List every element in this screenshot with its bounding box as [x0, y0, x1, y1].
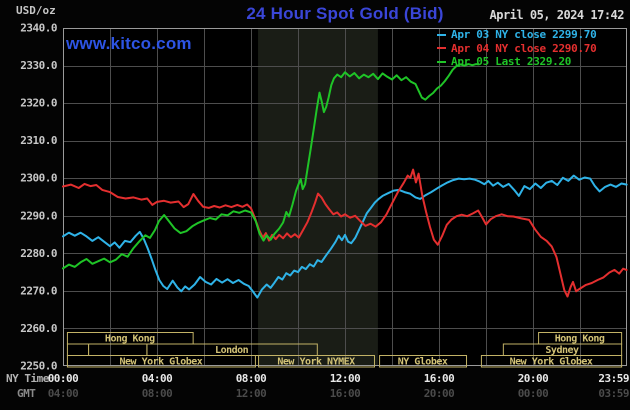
y-tick-label: 2320.0: [20, 97, 57, 110]
session-label: New York NYMEX: [277, 357, 355, 368]
chart-timestamp: April 05, 2024 17:42: [489, 8, 625, 22]
y-tick-label: 2250.0: [20, 360, 57, 373]
legend-dash-icon: [437, 33, 446, 36]
x-tick-ny-label: 12:00: [330, 372, 361, 385]
x-tick-gmt-label: 04:00: [48, 387, 79, 400]
x-axis-ny-time-caption: NY Time: [6, 372, 49, 385]
y-axis-unit-label: USD/oz: [16, 4, 56, 17]
legend-item-apr-03: Apr 03 NY close 2299.70: [437, 28, 597, 42]
session-label: New York Globex: [510, 357, 593, 368]
price-line-apr-03: [62, 174, 628, 299]
session-label: New York Globex: [120, 357, 203, 368]
shaded-time-band: [258, 29, 378, 366]
chart-legend: Apr 03 NY close 2299.70 Apr 04 NY close 2…: [437, 28, 597, 69]
legend-dash-icon: [437, 47, 446, 50]
legend-dash-icon: [437, 60, 446, 63]
legend-item-apr-05: Apr 05 Last 2329.20: [437, 55, 596, 69]
legend-item-apr-04: Apr 04 NY close 2290.70: [437, 41, 597, 56]
price-line-apr-05: [62, 63, 480, 270]
session-label: London: [215, 345, 249, 356]
session-box: [480, 355, 623, 368]
session-box: [379, 355, 468, 368]
legend-label: Apr 03 NY close 2299.70: [451, 28, 597, 42]
x-tick-gmt-label: 00:00: [518, 387, 549, 400]
y-tick-label: 2290.0: [20, 209, 57, 222]
kitco-watermark-link[interactable]: www.kitco.com: [66, 34, 192, 53]
legend-label: Apr 05 Last 2329.20: [451, 55, 572, 69]
y-tick-label: 2300.0: [20, 172, 57, 185]
x-tick-gmt-label: 03:59: [598, 387, 629, 400]
session-label: Sydney: [545, 345, 579, 356]
x-tick-ny-label: 04:00: [142, 372, 173, 385]
x-tick-ny-label: 08:00: [236, 372, 267, 385]
x-tick-gmt-label: 12:00: [236, 387, 267, 400]
price-line-apr-04: [62, 168, 628, 298]
session-label: Hong Kong: [105, 334, 155, 345]
session-box: [66, 355, 256, 368]
y-tick-label: 2340.0: [20, 22, 57, 35]
y-tick-label: 2280.0: [20, 247, 57, 260]
x-tick-ny-label: 16:00: [424, 372, 455, 385]
session-box: [258, 355, 375, 368]
x-tick-ny-label: 00:00: [48, 372, 79, 385]
legend-label: Apr 04 NY close 2290.70: [451, 41, 597, 55]
x-tick-gmt-label: 08:00: [142, 387, 173, 400]
page-title: 24 Hour Spot Gold (Bid): [246, 4, 444, 23]
x-axis-gmt-caption: GMT: [17, 387, 36, 400]
x-tick-ny-label: 20:00: [518, 372, 549, 385]
y-tick-label: 2260.0: [20, 322, 57, 335]
y-tick-label: 2330.0: [20, 59, 57, 72]
session-label: NY Globex: [398, 357, 448, 368]
plot-border: [63, 28, 627, 366]
x-tick-gmt-label: 20:00: [424, 387, 455, 400]
y-tick-label: 2270.0: [20, 284, 57, 297]
y-tick-label: 2310.0: [20, 134, 57, 147]
x-tick-ny-label: 23:59: [598, 372, 629, 385]
session-label: Hong Kong: [555, 334, 605, 345]
x-tick-gmt-label: 16:00: [330, 387, 361, 400]
